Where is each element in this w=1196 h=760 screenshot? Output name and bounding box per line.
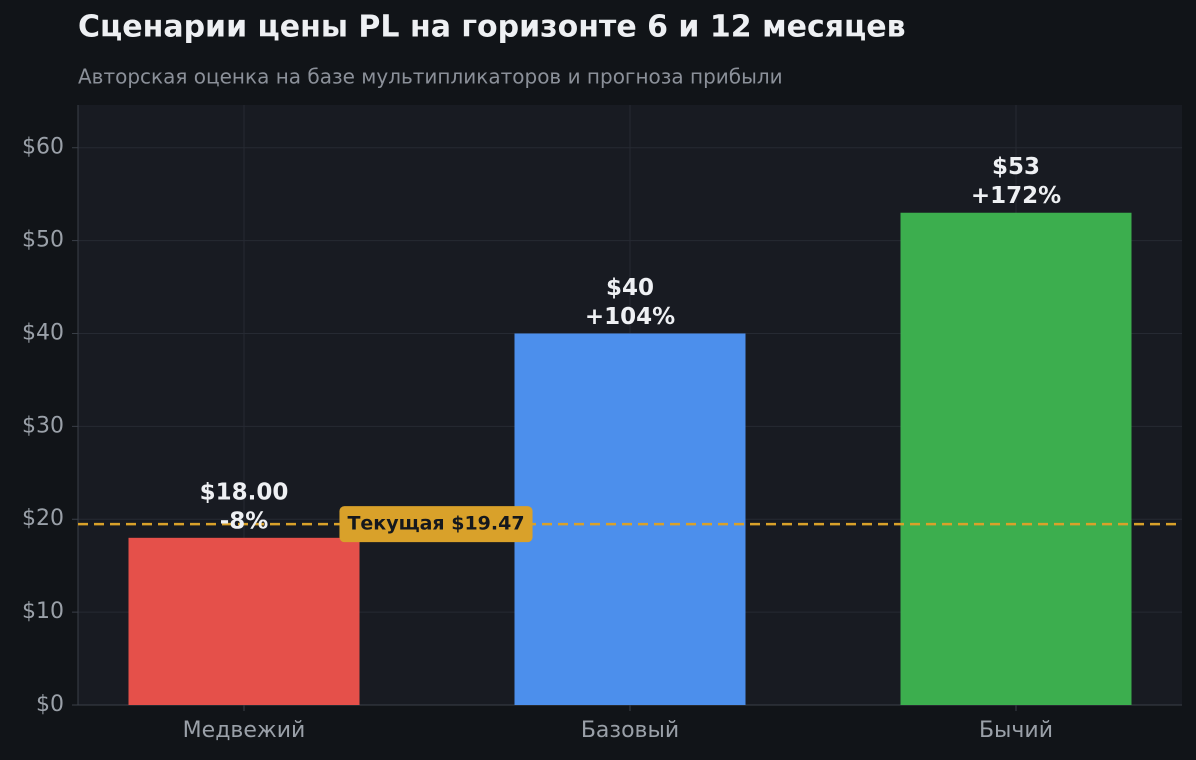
y-tick-label: $30 [22,413,64,438]
bar [514,333,746,705]
change-label: +172% [971,183,1061,209]
y-tick-label: $60 [22,135,64,160]
y-tick-label: $40 [22,320,64,345]
y-tick-label: $20 [22,506,64,531]
y-tick-label: $50 [22,228,64,253]
x-tick-label: Медвежий [183,718,306,743]
x-tick-label: Бычий [979,718,1053,743]
value-label: $53 [992,154,1040,180]
reference-label: Текущая $19.47 [347,513,524,535]
chart-subtitle: Авторская оценка на базе мультипликаторо… [78,65,783,89]
reference-label-box [339,506,533,543]
change-label: -8% [220,508,269,534]
chart-title: Сценарии цены PL на горизонте 6 и 12 мес… [78,10,906,45]
bar [900,212,1132,706]
change-label: +104% [585,304,675,330]
x-tick-label: Базовый [581,718,679,743]
bar [128,537,360,705]
y-tick-label: $0 [36,692,64,717]
value-label: $40 [606,275,654,301]
value-label: $18.00 [200,479,289,505]
y-tick-label: $10 [22,599,64,624]
